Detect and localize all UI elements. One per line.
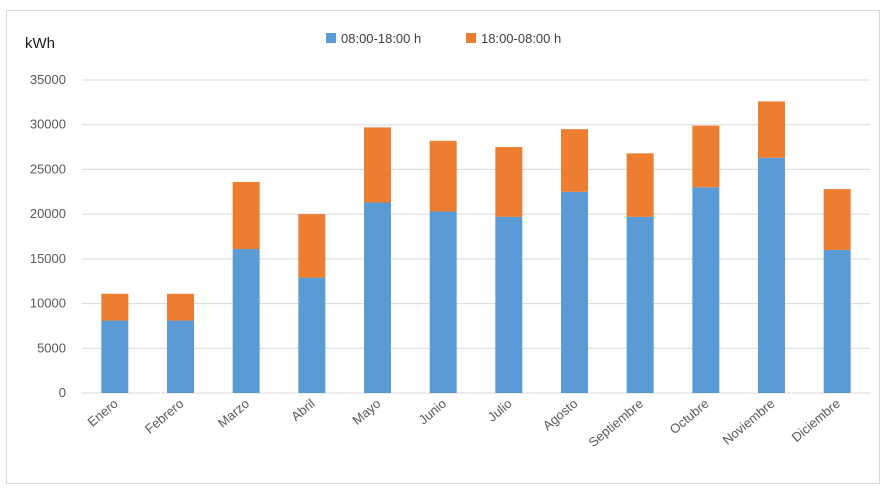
bar-night-julio [495,147,523,217]
bar-day-septiembre [626,216,654,393]
x-tick-label: Mayo [349,396,383,428]
bar-day-agosto [561,191,588,393]
y-tick-label: 30000 [30,117,66,132]
bar-night-marzo [232,181,260,250]
bar-day-abril [298,277,326,393]
bar-night-enero [101,293,129,321]
x-tick-label: Enero [85,396,121,430]
y-tick-label: 25000 [30,161,66,176]
x-tick-label: Julio [485,396,515,425]
legend-label: 08:00-18:00 h [341,31,421,46]
x-tick-label: Febrero [142,396,187,437]
bar-night-junio [429,140,457,212]
bar-night-mayo [364,127,391,203]
legend-swatch [466,33,476,43]
legend-label: 18:00-08:00 h [481,31,561,46]
x-tick-label: Octubre [667,396,712,437]
bar-day-febrero [167,320,194,393]
y-tick-label: 10000 [30,296,66,311]
bar-night-octubre [692,125,720,188]
bar-day-julio [495,216,523,393]
bar-day-octubre [692,187,720,393]
y-tick-label: 5000 [37,340,66,355]
x-tick-label: Marzo [215,396,252,431]
bar-night-diciembre [823,189,851,250]
y-tick-labels: 0 5000 10000 15000 20000 25000 30000 35000 [30,72,66,400]
y-tick-label: 0 [59,385,66,400]
x-tick-label: Abril [288,396,318,424]
x-tick-labels: Enero Febrero Marzo Abril Mayo Junio Julio Agos… [85,396,844,450]
bars [101,101,851,393]
legend-swatch [326,33,336,43]
bar-day-diciembre [823,249,851,393]
bar-night-septiembre [626,153,654,217]
bar-night-agosto [561,129,588,192]
bar-day-marzo [232,249,260,393]
x-tick-label: Agosto [540,396,581,434]
bar-day-mayo [364,202,391,393]
x-tick-label: Septiembre [586,396,647,450]
bar-day-enero [101,320,129,393]
bar-night-abril [298,214,326,278]
bar-day-junio [429,211,457,393]
y-tick-label: 20000 [30,206,66,221]
x-tick-label: Noviembre [720,396,778,448]
y-tick-label: 35000 [30,72,66,87]
y-tick-label: 15000 [30,251,66,266]
x-tick-label: Diciembre [789,396,843,445]
bar-night-noviembre [758,101,785,158]
bar-day-noviembre [758,157,785,393]
x-tick-label: Junio [416,396,449,427]
bar-night-febrero [167,293,194,321]
gridlines [82,79,870,394]
legend: 08:00-18:00 h 18:00-08:00 h [326,31,561,46]
y-axis-title: kWh [25,35,55,52]
